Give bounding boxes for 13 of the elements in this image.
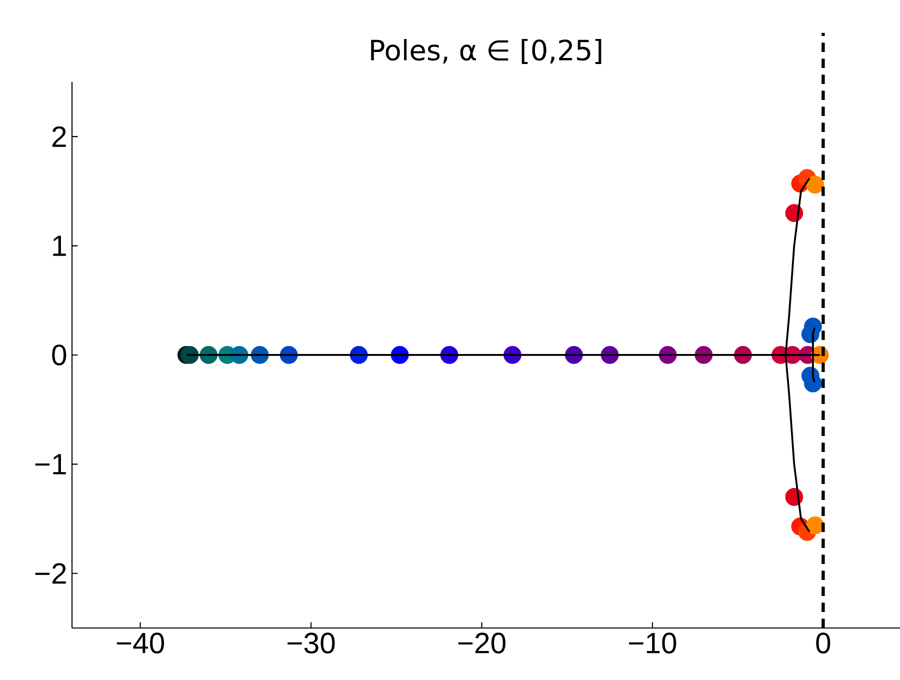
y-tick-label: 2 [52, 126, 66, 147]
x-tick-label: −10 [629, 632, 676, 654]
x-tick-label: 0 [816, 632, 830, 654]
y-tick-label: −1 [35, 454, 66, 474]
y-tick-label: 1 [53, 236, 66, 256]
chart-title: Poles, α ∈ [0,25] [371, 38, 602, 64]
x-tick-label: −30 [288, 632, 335, 654]
point [806, 516, 824, 534]
y-tick-label: 0 [52, 344, 66, 366]
point [806, 176, 824, 194]
x-tick-label: −20 [458, 632, 506, 654]
y-tick-label: −2 [35, 563, 66, 584]
x-tick-label: −40 [116, 632, 164, 654]
